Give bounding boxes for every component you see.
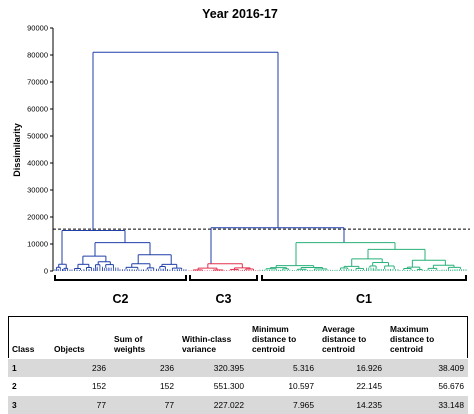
header-minimum-distance: Minimum distance to centroid	[252, 324, 297, 354]
table-row: 3 77 77 227.022 7.965 14.235 33.148	[8, 395, 468, 414]
table-row: 2 152 152 551.300 10.597 22.145 56.676	[8, 376, 468, 396]
cell-within-class-variance: 320.395	[178, 358, 248, 377]
cluster-label: C2	[113, 292, 129, 306]
y-axis: 0 10000 20000 30000 40000 50000 60000 70000 8000…	[27, 24, 54, 276]
cell-objects: 152	[50, 376, 110, 396]
cluster-bracket	[189, 275, 258, 281]
y-tick-label: 90000	[27, 24, 48, 33]
y-axis-label: Dissimilarity	[12, 123, 22, 177]
table-header-row: Class Objects Sum of weights Within-clas…	[8, 316, 468, 359]
cluster-brackets: C2 C3 C1	[54, 275, 467, 306]
cell-average-distance: 16.926	[318, 358, 386, 377]
header-average-distance: Average distance to centroid	[322, 324, 367, 354]
cell-minimum-distance: 5.316	[248, 358, 318, 377]
cluster-c1-branches	[259, 242, 467, 271]
class-statistics-table: Class Objects Sum of weights Within-clas…	[8, 316, 468, 414]
cluster-label: C1	[356, 292, 372, 306]
cell-class: 3	[8, 395, 50, 414]
cell-within-class-variance: 551.300	[178, 376, 248, 396]
dendrogram-chart: Year 2016-17 0 10000 20000 30000 40000 50000 6…	[12, 7, 470, 306]
cell-maximum-distance: 56.676	[386, 376, 468, 396]
y-tick-label: 30000	[27, 186, 48, 195]
table-row: 1 236 236 320.395 5.316 16.926 38.409	[8, 358, 468, 377]
cell-sum-of-weights: 77	[110, 395, 178, 414]
cell-within-class-variance: 227.022	[178, 395, 248, 414]
cell-maximum-distance: 33.148	[386, 395, 468, 414]
cell-minimum-distance: 10.597	[248, 376, 318, 396]
root-branch	[92, 51, 279, 231]
cell-minimum-distance: 7.965	[248, 395, 318, 414]
chart-title: Year 2016-17	[202, 7, 278, 21]
cluster-bracket	[261, 275, 467, 281]
y-tick-label: 80000	[27, 51, 48, 60]
header-within-class-variance: Within-class variance	[182, 334, 232, 354]
cell-class: 1	[8, 358, 50, 377]
header-maximum-distance: Maximum distance to centroid	[390, 324, 435, 354]
cluster-label: C3	[216, 292, 232, 306]
cell-objects: 77	[50, 395, 110, 414]
dendrogram-branches	[53, 51, 470, 271]
cluster-bracket	[54, 275, 187, 281]
y-tick-label: 50000	[27, 132, 48, 141]
y-tick-label: 60000	[27, 105, 48, 114]
cluster-c2-branches	[54, 230, 187, 271]
cell-sum-of-weights: 236	[110, 358, 178, 377]
cell-average-distance: 22.145	[318, 376, 386, 396]
header-class: Class	[12, 344, 35, 354]
cell-objects: 236	[50, 358, 110, 377]
y-tick-label: 20000	[27, 213, 48, 222]
cell-maximum-distance: 38.409	[386, 358, 468, 377]
header-objects: Objects	[54, 344, 85, 354]
y-tick-label: 40000	[27, 159, 48, 168]
header-sum-of-weights: Sum of weights	[114, 334, 146, 354]
cell-class: 2	[8, 376, 50, 396]
cluster-c3-branches	[188, 263, 259, 271]
y-tick-label: 70000	[27, 78, 48, 87]
cluster-c1-c3-link	[210, 227, 345, 264]
y-tick-label: 10000	[27, 240, 48, 249]
y-tick-label: 0	[44, 267, 48, 276]
cell-sum-of-weights: 152	[110, 376, 178, 396]
cell-average-distance: 14.235	[318, 395, 386, 414]
